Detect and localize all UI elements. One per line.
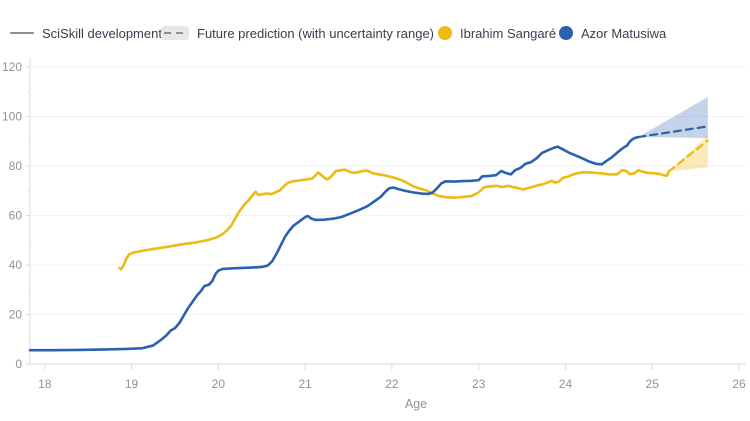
y-tick-label-120: 120 <box>2 60 22 74</box>
legend-label-sciskill: SciSkill development <box>42 25 162 41</box>
legend-label-prediction: Future prediction (with uncertainty rang… <box>197 25 435 41</box>
x-tick-label-21: 21 <box>298 377 312 391</box>
x-tick-label-26: 26 <box>732 377 746 391</box>
series-line-ibrahim-sangare[interactable] <box>118 168 671 271</box>
dashed-line-swatch-icon <box>161 26 189 40</box>
y-tick-label-20: 20 <box>9 308 23 322</box>
prediction-line-ibrahim-sangare <box>667 139 709 173</box>
x-tick-label-20: 20 <box>212 377 226 391</box>
x-tick-label-24: 24 <box>559 377 573 391</box>
x-tick-label-18: 18 <box>38 377 52 391</box>
legend-item-player-blue[interactable]: Azor Matusiwa <box>559 24 666 42</box>
x-axis-title: Age <box>405 397 427 411</box>
y-tick-label-100: 100 <box>2 110 22 124</box>
y-tick-label-60: 60 <box>9 209 23 223</box>
series-line-azor-matusiwa[interactable] <box>28 135 640 352</box>
y-tick-label-0: 0 <box>15 357 22 371</box>
x-tick-label-22: 22 <box>385 377 399 391</box>
chart-legend: SciSkill development Future prediction (… <box>0 0 750 46</box>
legend-label-player-yellow: Ibrahim Sangaré <box>460 25 557 41</box>
x-tick-label-25: 25 <box>646 377 660 391</box>
uncertainty-band-azor-matusiwa <box>638 96 708 139</box>
x-tick-label-19: 19 <box>125 377 139 391</box>
legend-item-player-yellow[interactable]: Ibrahim Sangaré <box>438 24 556 42</box>
y-tick-label-80: 80 <box>9 159 23 173</box>
x-tick-label-23: 23 <box>472 377 486 391</box>
legend-label-player-blue: Azor Matusiwa <box>581 25 667 41</box>
yellow-player-dot-icon <box>438 26 452 40</box>
y-tick-label-40: 40 <box>9 258 23 272</box>
solid-line-swatch-icon <box>10 32 34 34</box>
prediction-line-azor-matusiwa <box>637 125 709 139</box>
legend-item-prediction[interactable]: Future prediction (with uncertainty rang… <box>161 24 434 42</box>
legend-item-sciskill[interactable]: SciSkill development <box>10 24 162 42</box>
blue-player-dot-icon <box>559 26 573 40</box>
